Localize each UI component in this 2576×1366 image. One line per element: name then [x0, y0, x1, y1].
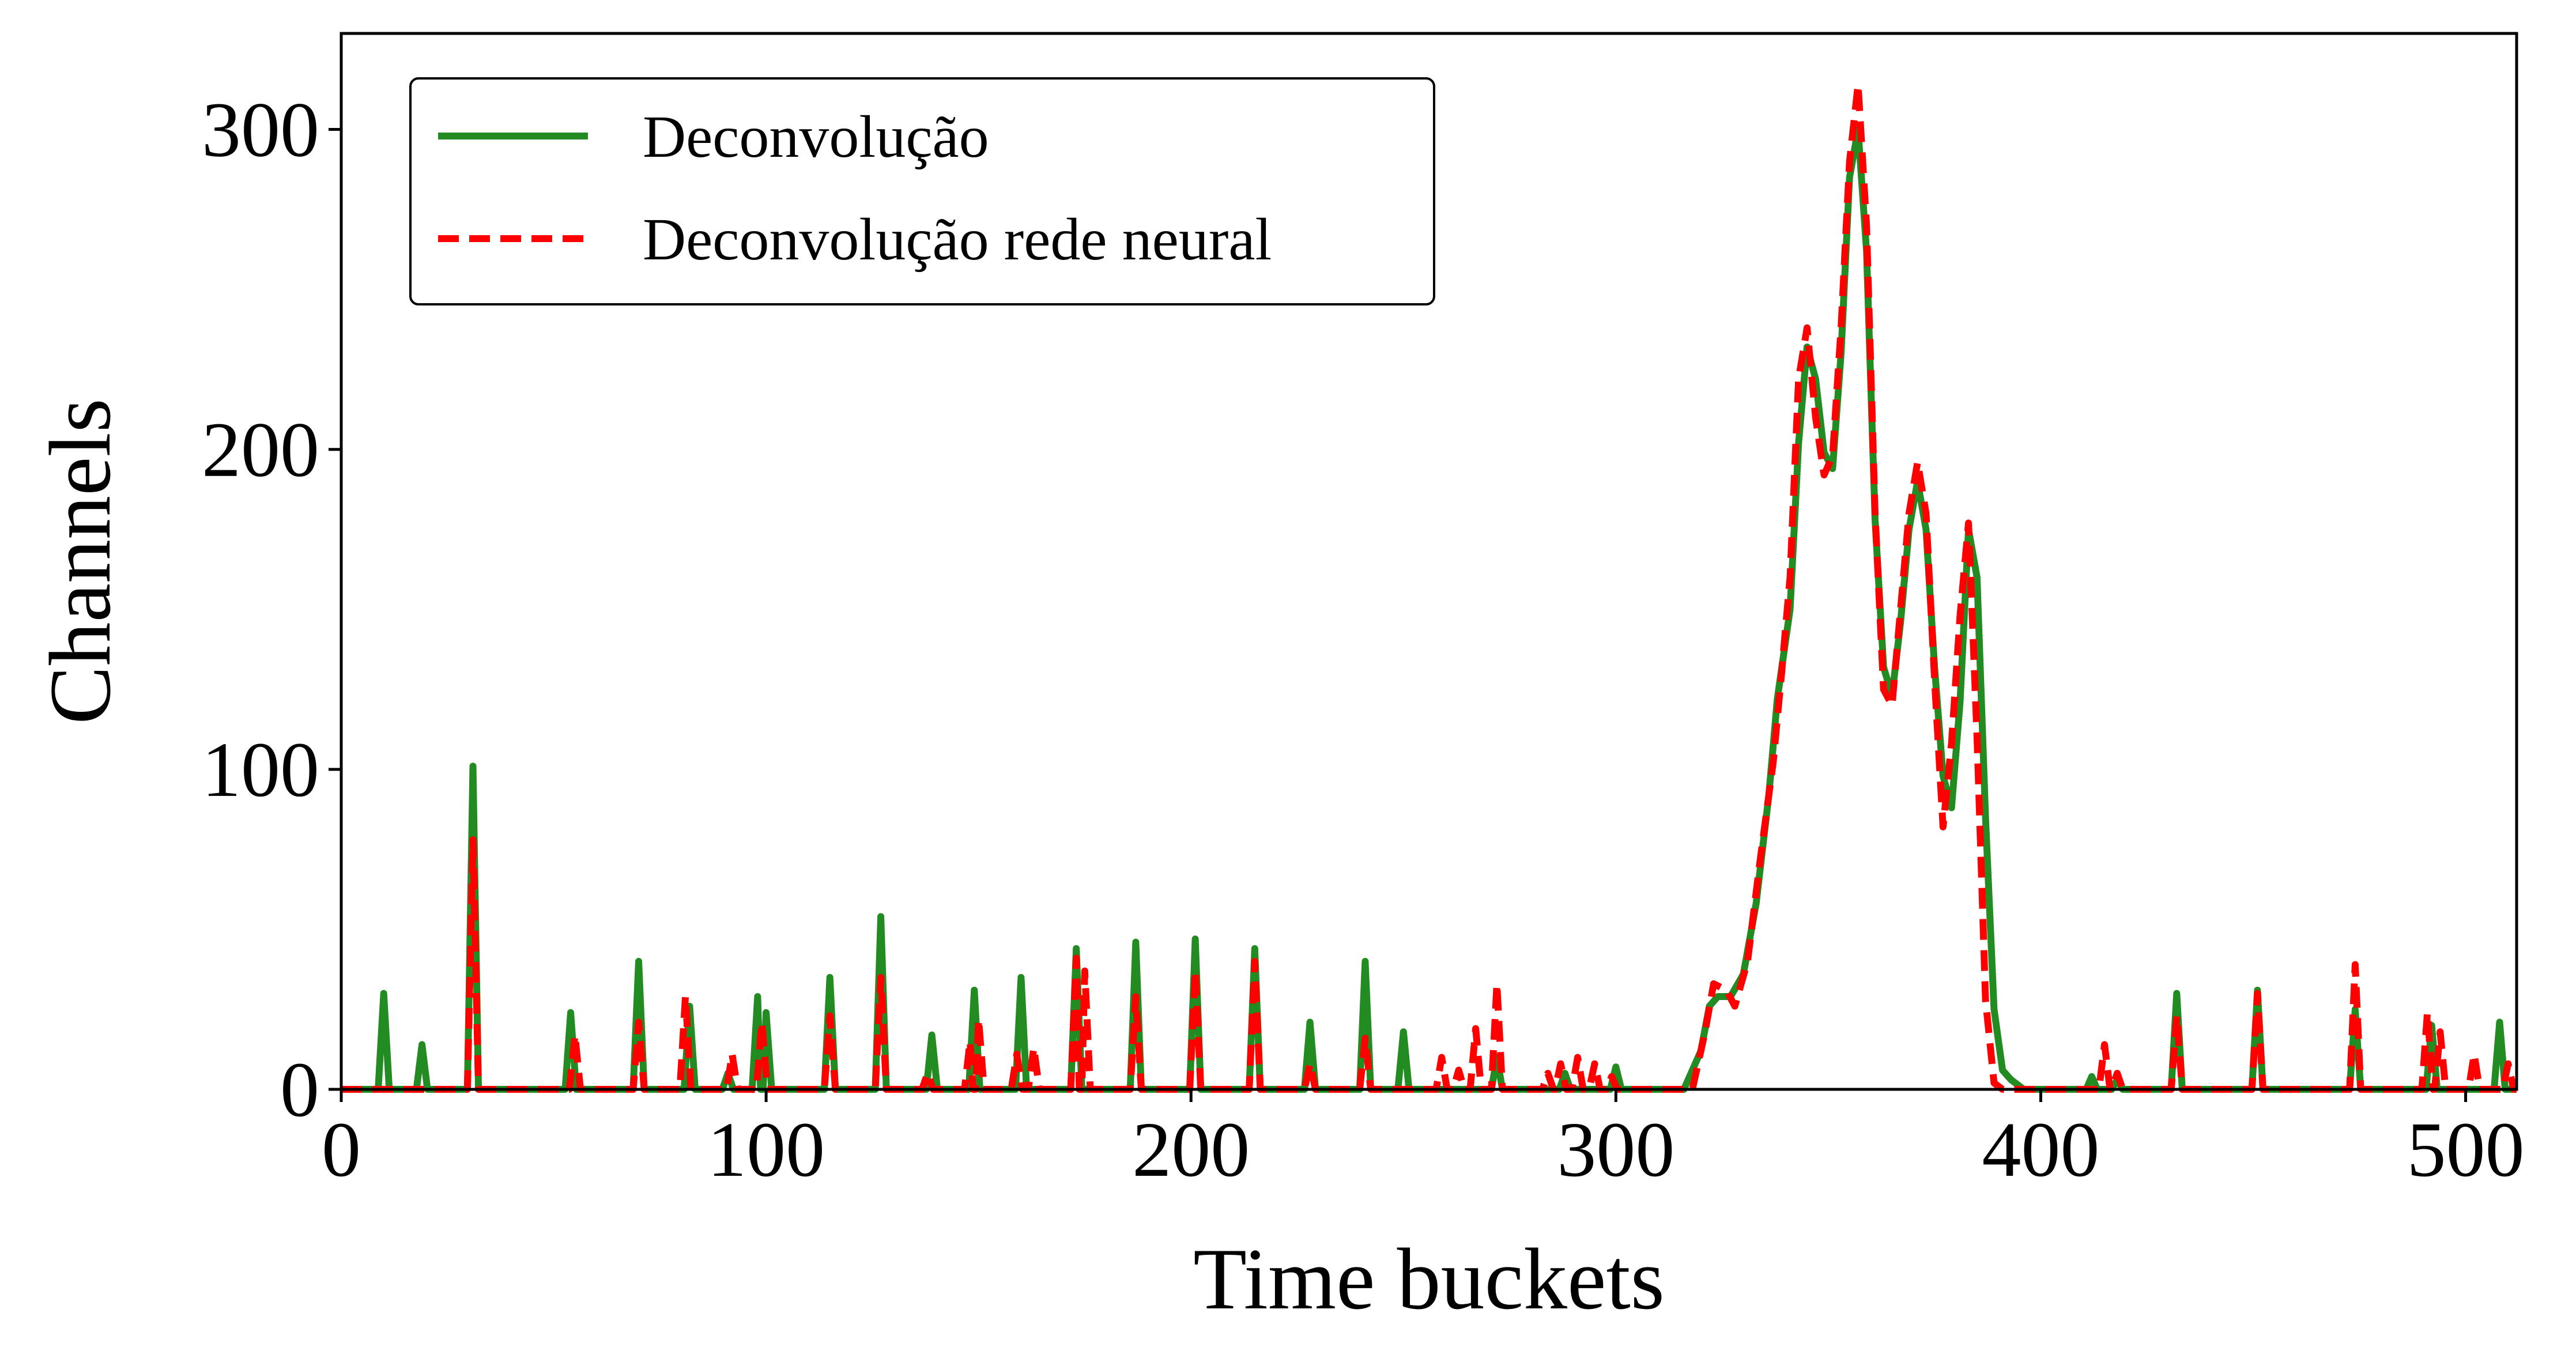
x-tick-label: 100 [707, 1107, 825, 1193]
x-axis-label: Time buckets [1193, 1231, 1665, 1327]
x-tick-label: 500 [2407, 1107, 2525, 1193]
plot-frame [340, 32, 2518, 1091]
x-axis: 0 100 200 300 400 500 [322, 1089, 2525, 1193]
y-tick-label: 100 [202, 727, 319, 813]
y-axis: 0 100 200 300 [202, 87, 341, 1133]
x-tick-label: 200 [1132, 1107, 1250, 1193]
y-tick-label: 300 [202, 87, 319, 173]
y-tick-label: 0 [280, 1047, 319, 1133]
x-tick-label: 300 [1557, 1107, 1674, 1193]
y-tick-label: 200 [202, 407, 319, 493]
legend-box [409, 77, 1435, 305]
y-axis-label: Channels [32, 398, 129, 724]
legend: Deconvolução Deconvolução rede neural [409, 77, 1435, 305]
x-tick-label: 400 [1982, 1107, 2099, 1193]
x-tick-label: 0 [322, 1107, 361, 1193]
legend-entry-rede-neural: Deconvolução rede neural [643, 206, 1272, 273]
legend-entry-deconvolucao: Deconvolução [643, 104, 989, 170]
